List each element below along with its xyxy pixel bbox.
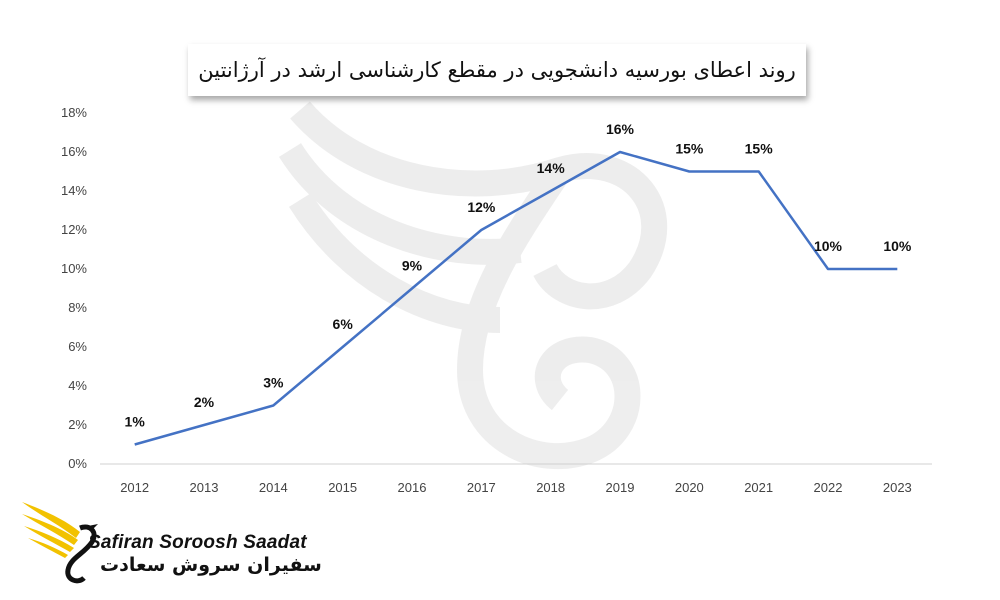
data-label: 3% bbox=[263, 375, 284, 391]
y-tick-label: 10% bbox=[61, 261, 87, 276]
data-label: 14% bbox=[537, 160, 566, 176]
data-label: 15% bbox=[745, 141, 774, 157]
x-tick-label: 2023 bbox=[883, 480, 912, 495]
x-axis-ticks: 2012 2013 2014 2015 2016 2017 2018 2019 2020 2021… bbox=[120, 480, 912, 495]
x-tick-label: 2016 bbox=[398, 480, 427, 495]
x-tick-label: 2015 bbox=[328, 480, 357, 495]
x-tick-label: 2014 bbox=[259, 480, 288, 495]
x-tick-label: 2013 bbox=[190, 480, 219, 495]
data-label: 15% bbox=[675, 141, 704, 157]
y-tick-label: 4% bbox=[68, 378, 87, 393]
data-label: 16% bbox=[606, 121, 635, 137]
y-tick-label: 6% bbox=[68, 339, 87, 354]
x-tick-label: 2022 bbox=[814, 480, 843, 495]
data-label: 1% bbox=[125, 414, 146, 430]
y-axis-ticks: 0% 2% 4% 6% 8% 10% 12% 14% 16% 18% bbox=[61, 105, 87, 471]
logo-name-fa: سفیران سروش سعادت bbox=[100, 554, 322, 576]
x-tick-label: 2020 bbox=[675, 480, 704, 495]
x-tick-label: 2021 bbox=[744, 480, 773, 495]
y-tick-label: 2% bbox=[68, 417, 87, 432]
data-labels: 1% 2% 3% 6% 9% 12% 14% 16% 15% 15% 10% 10% bbox=[125, 121, 912, 430]
x-tick-label: 2018 bbox=[536, 480, 565, 495]
y-tick-label: 14% bbox=[61, 183, 87, 198]
data-label: 2% bbox=[194, 394, 215, 410]
eagle-wing-logo-icon bbox=[22, 502, 98, 584]
y-tick-label: 12% bbox=[61, 222, 87, 237]
y-tick-label: 8% bbox=[68, 300, 87, 315]
series-line bbox=[134, 150, 898, 446]
chart-title: روند اعطای بورسیه دانشجویی در مقطع کارشن… bbox=[188, 44, 806, 96]
data-label: 9% bbox=[402, 258, 423, 274]
data-label: 10% bbox=[883, 238, 912, 254]
data-label: 10% bbox=[814, 238, 843, 254]
x-tick-label: 2017 bbox=[467, 480, 496, 495]
x-tick-label: 2012 bbox=[120, 480, 149, 495]
chart-title-text: روند اعطای بورسیه دانشجویی در مقطع کارشن… bbox=[198, 58, 796, 82]
x-tick-label: 2019 bbox=[606, 480, 635, 495]
logo-name-en: Safiran Soroosh Saadat bbox=[88, 532, 307, 553]
y-tick-label: 18% bbox=[61, 105, 87, 120]
y-tick-label: 0% bbox=[68, 456, 87, 471]
y-tick-label: 16% bbox=[61, 144, 87, 159]
data-label: 6% bbox=[333, 316, 354, 332]
watermark-swan-icon bbox=[278, 101, 668, 470]
data-label: 12% bbox=[467, 199, 496, 215]
